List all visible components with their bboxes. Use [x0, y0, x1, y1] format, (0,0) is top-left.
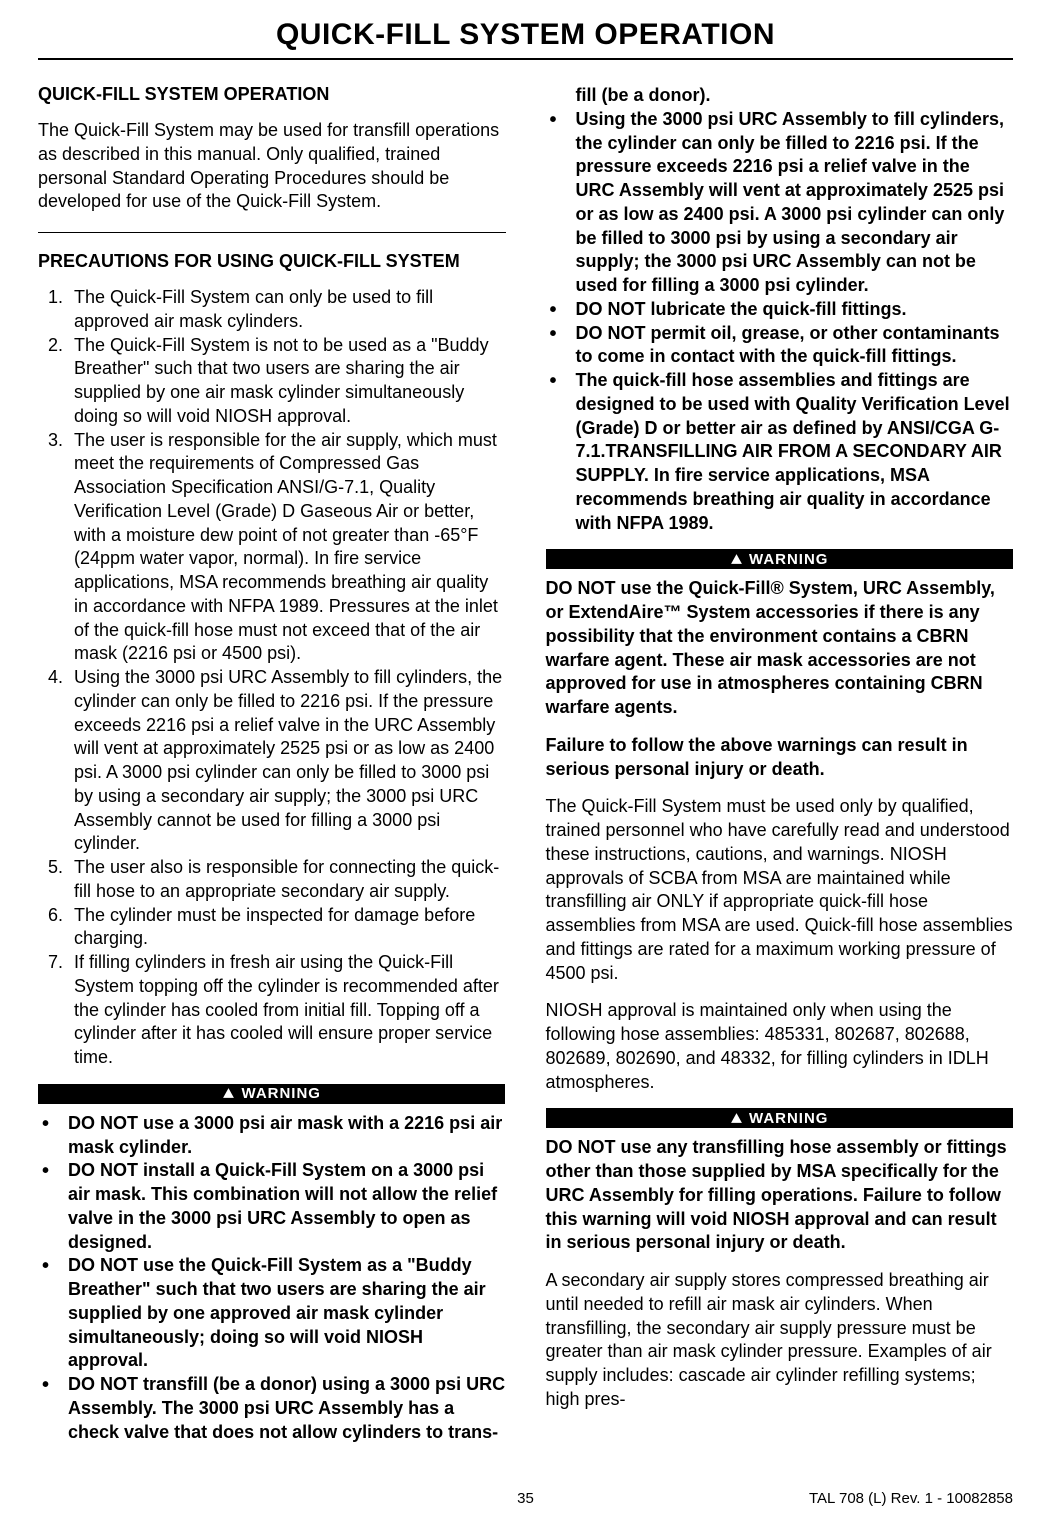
list-item: DO NOT install a Quick-Fill System on a …: [38, 1159, 506, 1254]
list-item: DO NOT use the Quick-Fill System as a "B…: [38, 1254, 506, 1373]
precautions-list: The Quick-Fill System can only be used t…: [38, 286, 506, 1070]
warning-label: WARNING: [723, 1108, 835, 1128]
warning-bar-cap: [546, 1108, 724, 1128]
warning-triangle-icon: [222, 1087, 235, 1100]
body-paragraph: The Quick-Fill System must be used only …: [546, 795, 1014, 985]
continued-line: fill (be a donor).: [546, 84, 1014, 108]
warning-bar-cap: [328, 1084, 506, 1104]
list-item: DO NOT transfill (be a donor) using a 30…: [38, 1373, 506, 1444]
body-paragraph: A secondary air supply stores compressed…: [546, 1269, 1014, 1412]
warning-label: WARNING: [216, 1084, 328, 1104]
page-footer: 35 TAL 708 (L) Rev. 1 - 10082858: [38, 1490, 1013, 1507]
warning-body: DO NOT use the Quick-Fill® System, URC A…: [546, 577, 1014, 720]
warning-bar-cap: [835, 549, 1013, 569]
warning-text: WARNING: [749, 1110, 829, 1127]
section-heading-operation: QUICK-FILL SYSTEM OPERATION: [38, 84, 506, 105]
warning-bar-cap: [38, 1084, 216, 1104]
warning-triangle-icon: [730, 1112, 743, 1125]
list-item: DO NOT use a 3000 psi air mask with a 22…: [38, 1112, 506, 1160]
warning-bar: WARNING: [546, 1108, 1014, 1128]
warning-bar: WARNING: [546, 549, 1014, 569]
list-item: The Quick-Fill System can only be used t…: [68, 286, 506, 334]
list-item: Using the 3000 psi URC Assembly to fill …: [546, 108, 1014, 298]
warning-bar-cap: [835, 1108, 1013, 1128]
document-page: QUICK-FILL SYSTEM OPERATION QUICK-FILL S…: [0, 0, 1051, 1537]
divider-rule: [38, 232, 506, 233]
warning-bar: WARNING: [38, 1084, 506, 1104]
warning-triangle-icon: [730, 553, 743, 566]
list-item: DO NOT lubricate the quick-fill fittings…: [546, 298, 1014, 322]
page-title: QUICK-FILL SYSTEM OPERATION: [38, 18, 1013, 60]
section-heading-precautions: PRECAUTIONS FOR USING QUICK-FILL SYSTEM: [38, 251, 506, 272]
list-item: The user is responsible for the air supp…: [68, 429, 506, 667]
warning-label: WARNING: [723, 549, 835, 569]
list-item: The Quick-Fill System is not to be used …: [68, 334, 506, 429]
warning-list-left: DO NOT use a 3000 psi air mask with a 22…: [38, 1112, 506, 1445]
list-item: The user also is responsible for connect…: [68, 856, 506, 904]
list-item: The quick-fill hose assemblies and fitti…: [546, 369, 1014, 535]
left-column: QUICK-FILL SYSTEM OPERATION The Quick-Fi…: [38, 84, 506, 1458]
list-item: DO NOT permit oil, grease, or other cont…: [546, 322, 1014, 370]
warning-text: WARNING: [241, 1085, 321, 1102]
warning-body: Failure to follow the above warnings can…: [546, 734, 1014, 782]
warning-bar-cap: [546, 549, 724, 569]
warning-body: DO NOT use any transfilling hose assembl…: [546, 1136, 1014, 1255]
document-id: TAL 708 (L) Rev. 1 - 10082858: [809, 1490, 1013, 1507]
right-column: fill (be a donor). Using the 3000 psi UR…: [546, 84, 1014, 1458]
list-item: Using the 3000 psi URC Assembly to fill …: [68, 666, 506, 856]
warning-list-right-cont: Using the 3000 psi URC Assembly to fill …: [546, 108, 1014, 536]
list-item: The cylinder must be inspected for damag…: [68, 904, 506, 952]
list-item: If filling cylinders in fresh air using …: [68, 951, 506, 1070]
warning-text: WARNING: [749, 551, 829, 568]
intro-paragraph: The Quick-Fill System may be used for tr…: [38, 119, 506, 214]
two-column-layout: QUICK-FILL SYSTEM OPERATION The Quick-Fi…: [38, 84, 1013, 1458]
body-paragraph: NIOSH approval is maintained only when u…: [546, 999, 1014, 1094]
